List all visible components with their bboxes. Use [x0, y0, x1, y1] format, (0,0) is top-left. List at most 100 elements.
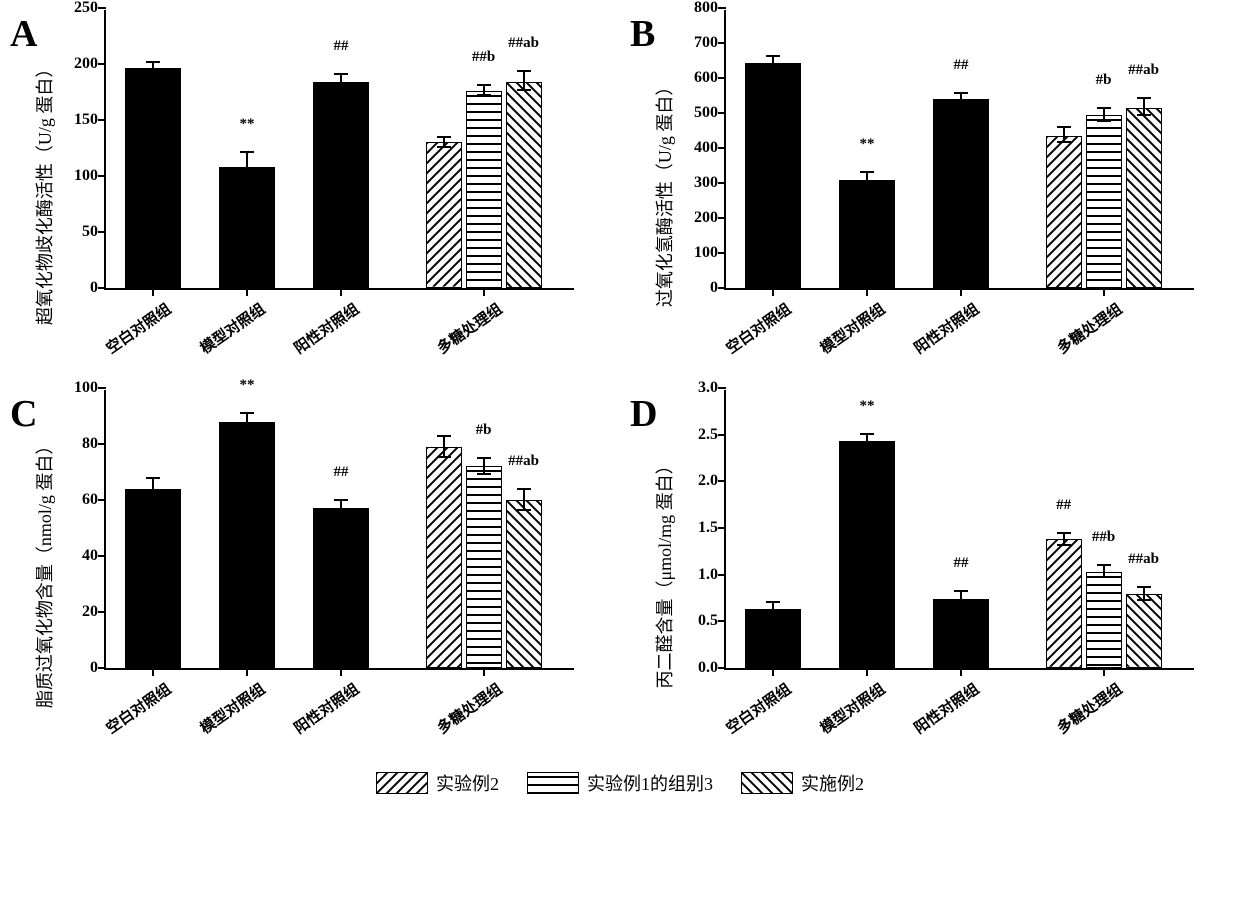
error-bar — [523, 71, 525, 82]
error-bar — [437, 456, 451, 458]
x-tick — [772, 288, 774, 296]
y-tick — [718, 7, 726, 9]
y-tick-label: 1.0 — [682, 566, 718, 584]
error-bar — [334, 515, 348, 517]
error-bar — [1057, 544, 1071, 546]
legend-swatch — [741, 772, 793, 794]
bar — [1086, 572, 1122, 668]
error-bar — [1057, 141, 1071, 143]
bar — [125, 68, 181, 288]
error-bar — [860, 171, 874, 173]
error-bar — [240, 428, 254, 430]
x-tick — [483, 668, 485, 676]
plot-area: 0.00.51.01.52.02.53.0**######b##ab空白对照组模… — [724, 390, 1194, 670]
chart-box: 过氧化氢酶活性（U/g 蛋白）0100200300400500600700800… — [674, 10, 1230, 380]
error-bar — [1097, 576, 1111, 578]
error-bar — [1097, 120, 1111, 122]
error-bar — [146, 61, 160, 63]
bar — [466, 91, 502, 288]
y-tick — [718, 287, 726, 289]
y-tick — [718, 574, 726, 576]
bar — [1086, 115, 1122, 288]
y-tick-label: 3.0 — [682, 379, 718, 397]
error-bar — [477, 84, 491, 86]
annotation: ## — [954, 57, 969, 74]
y-tick-label: 500 — [682, 104, 718, 122]
error-bar — [1137, 97, 1151, 99]
y-tick-label: 80 — [62, 435, 98, 453]
error-bar — [860, 447, 874, 449]
error-bar — [340, 74, 342, 82]
annotation: ** — [860, 136, 875, 153]
error-bar — [1097, 107, 1111, 109]
x-tick — [1103, 288, 1105, 296]
y-tick — [718, 252, 726, 254]
error-bar — [1063, 127, 1065, 136]
legend-label: 实验例1的组别3 — [587, 770, 713, 796]
error-bar — [1137, 114, 1151, 116]
annotation: #b — [476, 422, 492, 439]
error-bar — [1057, 126, 1071, 128]
error-bar — [477, 473, 491, 475]
error-bar — [766, 601, 780, 603]
y-tick-label: 2.5 — [682, 426, 718, 444]
y-tick — [718, 527, 726, 529]
y-tick-label: 100 — [62, 167, 98, 185]
y-tick-label: 800 — [682, 0, 718, 17]
error-bar — [766, 55, 780, 57]
panel-d: D丙二醛含量（μmol/mg 蛋白）0.00.51.01.52.02.53.0*… — [630, 390, 1230, 760]
y-tick — [98, 387, 106, 389]
y-tick — [98, 667, 106, 669]
error-bar — [866, 434, 868, 441]
y-tick-label: 60 — [62, 491, 98, 509]
bar — [466, 466, 502, 668]
error-bar — [477, 94, 491, 96]
legend-swatch — [376, 772, 428, 794]
x-tick — [866, 668, 868, 676]
error-bar — [146, 498, 160, 500]
y-tick-label: 100 — [682, 244, 718, 262]
error-bar — [240, 176, 254, 178]
y-axis-label: 丙二醛含量（μmol/mg 蛋白） — [651, 456, 677, 688]
x-tick — [340, 668, 342, 676]
y-tick — [718, 77, 726, 79]
y-tick — [98, 231, 106, 233]
annotation: #b — [1096, 72, 1112, 89]
y-tick-label: 250 — [62, 0, 98, 17]
error-bar — [954, 590, 968, 592]
x-tick — [1103, 668, 1105, 676]
error-bar — [437, 136, 451, 138]
error-bar — [1057, 532, 1071, 534]
x-tick — [246, 288, 248, 296]
y-tick — [98, 7, 106, 9]
x-tick — [152, 288, 154, 296]
error-bar — [860, 184, 874, 186]
error-bar — [340, 500, 342, 508]
error-bar — [772, 602, 774, 609]
error-bar — [766, 613, 780, 615]
annotation: ##b — [472, 49, 495, 66]
chart-box: 丙二醛含量（μmol/mg 蛋白）0.00.51.01.52.02.53.0**… — [674, 390, 1230, 760]
y-tick-label: 600 — [682, 69, 718, 87]
error-bar — [146, 73, 160, 75]
error-bar — [152, 478, 154, 489]
annotation: ##ab — [508, 453, 539, 470]
bar — [506, 82, 542, 288]
annotation: ## — [954, 555, 969, 572]
plot-area: 0100200300400500600700800**###b##ab空白对照组… — [724, 10, 1194, 290]
error-bar — [240, 151, 254, 153]
y-tick — [98, 499, 106, 501]
error-bar — [246, 153, 248, 168]
error-bar — [443, 436, 445, 447]
x-tick — [483, 288, 485, 296]
bar — [125, 489, 181, 668]
y-tick — [98, 555, 106, 557]
figure-grid: A超氧化物歧化酶活性（U/g 蛋白）050100150200250**####b… — [10, 10, 1230, 760]
annotation: ## — [334, 464, 349, 481]
annotation: ** — [240, 116, 255, 133]
y-tick — [718, 480, 726, 482]
annotation: ##ab — [1128, 62, 1159, 79]
bar — [313, 508, 369, 668]
bar — [219, 422, 275, 668]
y-tick-label: 2.0 — [682, 472, 718, 490]
